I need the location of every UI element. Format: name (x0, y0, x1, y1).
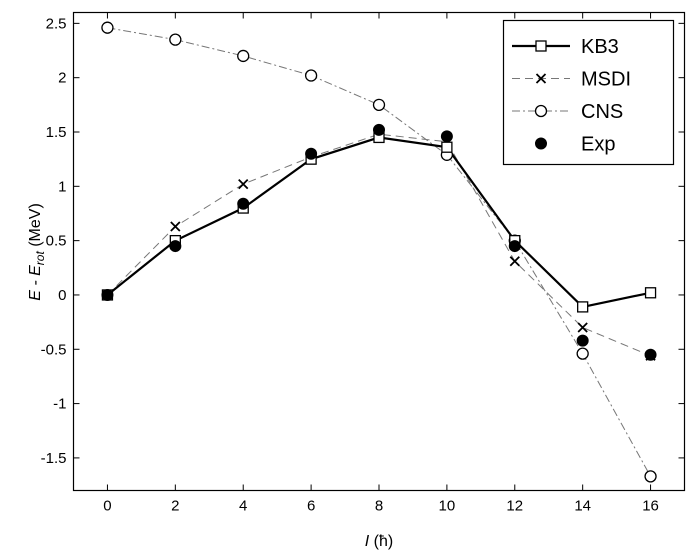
data-point-exp (508, 240, 521, 253)
y-axis-label-main: E - E (27, 265, 44, 301)
legend-box (502, 19, 675, 166)
legend-label-exp: Exp (581, 134, 615, 156)
legend-marker-exp (535, 137, 547, 150)
series-markers (101, 21, 657, 483)
data-point-msdi (170, 221, 181, 232)
y-tick-label: -0.5 (41, 341, 67, 358)
y-tick-label: -1 (53, 396, 66, 413)
legend-marker-cns (534, 104, 548, 118)
data-point-exp (373, 123, 385, 136)
data-point-exp (169, 240, 182, 253)
data-point-exp (440, 130, 453, 143)
y-axis-label-unit: (MeV) (27, 203, 44, 251)
legend-marker-kb3 (535, 40, 547, 52)
data-point-msdi (238, 179, 249, 190)
legend: KB3 MSDI CNS Exp (502, 19, 675, 166)
axis-ticks (73, 12, 685, 491)
y-axis-label-sub: rot (33, 251, 47, 266)
legend-items: KB3 MSDI CNS Exp (512, 36, 631, 156)
y-tick-label: 0 (58, 287, 66, 304)
y-axis-label: E - Erot (MeV) (27, 203, 47, 301)
data-point-cns (576, 347, 589, 360)
y-tick-label: 2 (58, 70, 66, 87)
data-point-cns (169, 33, 182, 46)
data-point-exp (305, 147, 318, 160)
legend-label-kb3: KB3 (581, 36, 619, 58)
x-tick-label: 8 (375, 498, 383, 515)
x-tick-label: 16 (642, 498, 659, 515)
x-tick-label: 10 (439, 498, 456, 515)
data-point-kb3 (441, 141, 453, 153)
axis-tick-labels: 0 2 4 6 8 10 12 14 16 2.5 2 1.5 1 0.5 0 -0.5 -1 -1.5 (41, 15, 659, 514)
data-point-exp (644, 348, 657, 361)
data-point-kb3 (644, 287, 657, 299)
x-tick-label: 12 (506, 498, 523, 515)
y-tick-label: 1.5 (46, 124, 67, 141)
y-tick-label: 1 (58, 178, 66, 195)
series-line-msdi (107, 133, 651, 357)
x-tick-label: 0 (103, 498, 111, 515)
x-tick-label: 4 (239, 498, 247, 515)
legend-label-cns: CNS (581, 101, 623, 123)
y-tick-label: -1.5 (41, 450, 67, 467)
x-tick-label: 14 (574, 498, 591, 515)
x-tick-label: 2 (171, 498, 179, 515)
y-tick-label: 0.5 (46, 233, 67, 250)
data-point-kb3 (577, 301, 589, 313)
data-point-exp (101, 288, 114, 301)
data-point-msdi (509, 256, 520, 267)
legend-marker-msdi (535, 73, 547, 84)
data-point-cns (644, 470, 657, 483)
data-point-cns (237, 49, 250, 63)
data-point-cns (372, 98, 386, 111)
data-point-msdi (577, 322, 588, 333)
data-point-cns (101, 21, 114, 34)
data-point-exp (576, 334, 589, 347)
legend-label-msdi: MSDI (581, 69, 631, 91)
x-tick-label: 6 (307, 498, 315, 515)
x-axis-label: I (ħ) (365, 533, 393, 550)
x-axis-label-italic: I (365, 533, 370, 550)
y-tick-label: 2.5 (46, 15, 67, 32)
data-point-cns (304, 69, 318, 82)
x-axis-label-rest: (ħ) (369, 533, 393, 550)
data-point-exp (237, 197, 250, 210)
